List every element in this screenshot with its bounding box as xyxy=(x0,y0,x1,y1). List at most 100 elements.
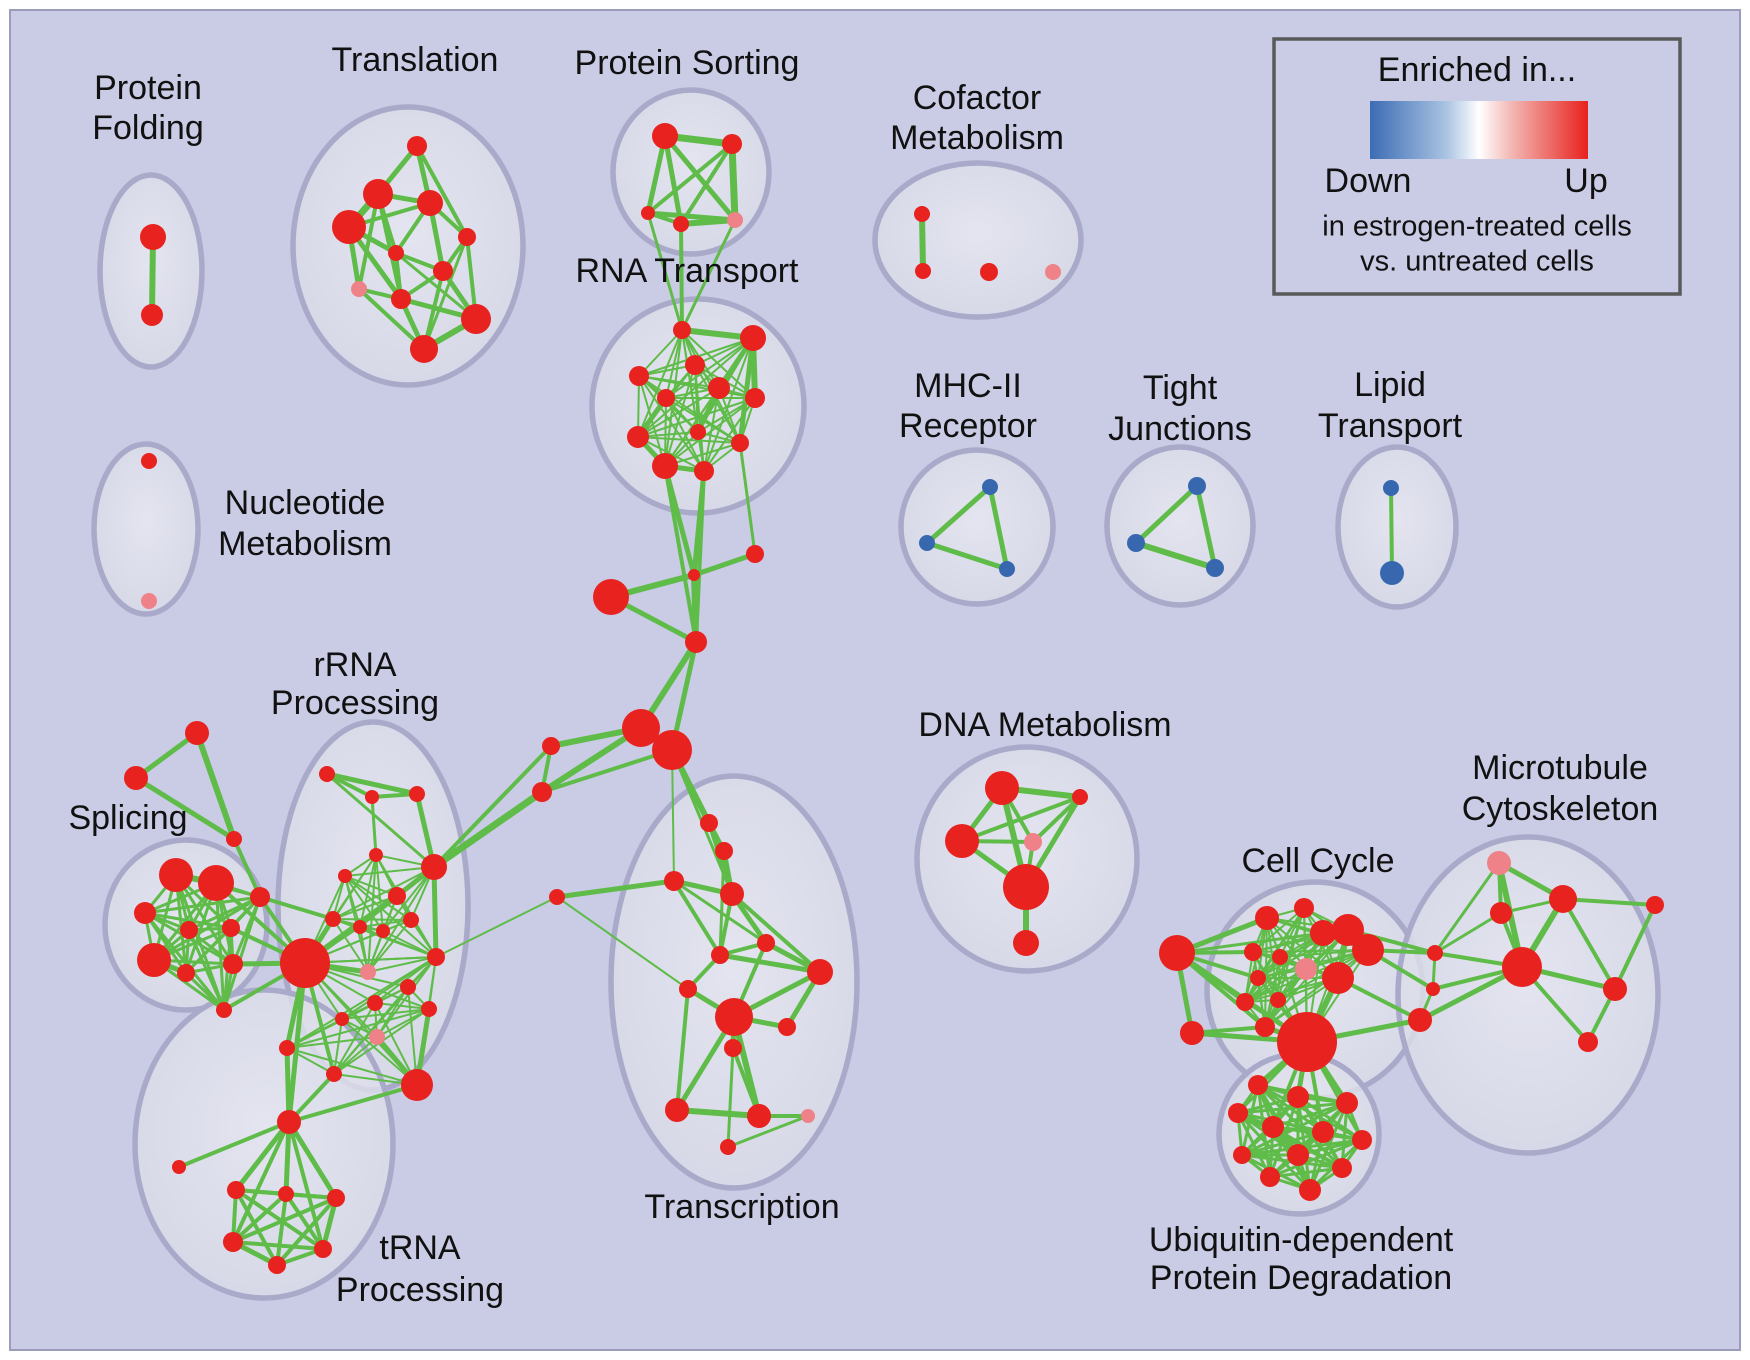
gene-set-node-p4 xyxy=(369,848,383,862)
edge-r7-r8 xyxy=(637,397,756,438)
edge-q3-q7 xyxy=(275,1192,288,1267)
cluster-label-line: Ubiquitin-dependent xyxy=(1149,1221,1454,1259)
edge-s1-s3 xyxy=(645,133,668,216)
gene-set-node-m2 xyxy=(1408,1008,1432,1032)
gene-set-node-x4 xyxy=(720,882,744,906)
edge-t2-t8 xyxy=(357,192,380,291)
cluster-label-line: Protein xyxy=(94,69,202,107)
edge-x3-x7 xyxy=(672,879,768,945)
edge-tj2-tj3 xyxy=(1133,540,1218,571)
cluster-bubble-lipid-transport xyxy=(1335,444,1459,610)
edge-mt2-mt4 xyxy=(1561,897,1617,991)
gene-set-node-L2 xyxy=(532,782,552,802)
edge-r2-r10 xyxy=(737,335,756,446)
gene-set-node-e0 xyxy=(1159,935,1195,971)
gene-set-node-e12 xyxy=(1236,993,1254,1011)
cluster-label-cell-cycle: Cell Cycle xyxy=(1241,842,1394,880)
edge-tr2-tr3 xyxy=(133,775,237,842)
edge-p17-p19 xyxy=(341,1008,430,1020)
gene-set-node-x2 xyxy=(715,842,733,860)
edge-p1-p3 xyxy=(324,771,420,797)
gene-set-node-p18 xyxy=(367,995,383,1011)
gene-set-node-r9 xyxy=(690,424,706,440)
edge-p13-p19 xyxy=(286,1008,430,1049)
gene-set-node-t6 xyxy=(388,245,404,261)
edge-s4-r1 xyxy=(679,222,684,332)
gene-set-node-mt5 xyxy=(1646,896,1664,914)
edge-p9-RRb xyxy=(382,866,435,932)
edge-BIG-q0 xyxy=(286,960,308,1125)
edge-u10-u11 xyxy=(1268,1166,1344,1179)
gene-set-node-p20 xyxy=(400,979,416,995)
gene-set-node-x14 xyxy=(747,1104,771,1128)
cluster-label-line: Receptor xyxy=(899,407,1037,445)
gene-set-node-g2 xyxy=(198,865,234,901)
edge-p14-p18 xyxy=(333,1002,376,1075)
gene-set-node-d1 xyxy=(985,771,1019,805)
cluster-bubble-protein-sorting xyxy=(610,87,772,257)
edge-q5-q6 xyxy=(231,1240,325,1251)
cluster-label-protein-folding: Protein Folding xyxy=(92,69,204,147)
gene-set-node-mt3 xyxy=(1490,902,1512,924)
cluster-label-mhc-ii-receptor: MHC-II Receptor xyxy=(899,367,1037,445)
cluster-label-line: Lipid xyxy=(1354,366,1426,404)
gene-set-node-p10 xyxy=(403,912,419,928)
gene-set-node-mt2 xyxy=(1549,885,1577,913)
edge-p15-p20 xyxy=(407,986,418,1086)
edge-s2-s4 xyxy=(679,142,734,226)
edge-x3-x6 xyxy=(672,879,722,957)
gene-set-node-c3 xyxy=(980,263,998,281)
cluster-label-trna-processing: tRNA Processing xyxy=(336,1229,504,1309)
gene-set-node-q4 xyxy=(327,1189,345,1207)
network-nodes-layer xyxy=(124,123,1664,1274)
edge-t1-t5 xyxy=(415,144,469,239)
gene-set-node-u4 xyxy=(1228,1103,1248,1123)
edge-r8-r12 xyxy=(637,436,705,472)
cluster-label-splicing: Splicing xyxy=(68,799,187,837)
edge-r11-ch4 xyxy=(663,464,698,644)
edge-t6-t10 xyxy=(394,251,478,321)
gene-set-node-u9 xyxy=(1287,1144,1309,1166)
gene-set-node-e6 xyxy=(1352,934,1384,966)
gene-set-node-c4 xyxy=(1045,264,1061,280)
edge-mt4-mt5 xyxy=(1613,903,1657,991)
gene-set-node-tj2 xyxy=(1127,534,1145,552)
edge-tr1-tr2 xyxy=(133,730,200,781)
gene-set-node-p1 xyxy=(319,766,335,782)
gene-set-node-g9 xyxy=(250,887,270,907)
gene-set-node-u7 xyxy=(1352,1130,1372,1150)
edge-q4-q7 xyxy=(275,1196,338,1267)
edge-s1-s5 xyxy=(662,133,738,223)
gene-set-node-x16 xyxy=(720,1139,736,1155)
edge-r7-r11 xyxy=(664,397,756,467)
gene-set-node-p12 xyxy=(427,948,445,966)
cluster-label-translation: Translation xyxy=(332,41,499,79)
gene-set-node-x1 xyxy=(700,814,718,832)
cluster-bubble-nucleotide-metabolism xyxy=(91,441,201,617)
gene-set-node-mt1 xyxy=(1487,851,1511,875)
edge-h2-x3 xyxy=(671,749,675,882)
cluster-label-line: RNA Transport xyxy=(576,252,800,290)
gene-set-node-q7 xyxy=(268,1256,286,1274)
edge-p10-p11 xyxy=(367,919,412,973)
legend-down-label: Down xyxy=(1325,162,1412,200)
gene-set-node-mt4 xyxy=(1603,977,1627,1001)
cluster-label-line: Nucleotide xyxy=(225,484,386,522)
edge-x5-x9 xyxy=(556,896,689,990)
gene-set-node-e5 xyxy=(1332,914,1364,946)
cluster-label-line: Transcription xyxy=(644,1188,839,1226)
cluster-label-line: Processing xyxy=(336,1271,504,1309)
edge-s4-s5 xyxy=(678,217,738,227)
legend-gradient-bar xyxy=(1370,101,1588,159)
edge-mt2-mt5 xyxy=(1561,897,1657,907)
cluster-label-line: Splicing xyxy=(68,799,187,837)
cluster-label-line: Translation xyxy=(332,41,499,79)
cluster-label-line: rRNA xyxy=(313,646,396,684)
edge-s1-s4 xyxy=(662,133,684,227)
gene-set-node-t3 xyxy=(332,210,366,244)
gene-set-node-g5 xyxy=(222,919,240,937)
cluster-label-transcription: Transcription xyxy=(644,1188,839,1226)
cluster-label-line: Cofactor xyxy=(913,79,1042,117)
gene-set-node-mt6 xyxy=(1578,1032,1598,1052)
edge-q0-p15 xyxy=(287,1083,419,1124)
